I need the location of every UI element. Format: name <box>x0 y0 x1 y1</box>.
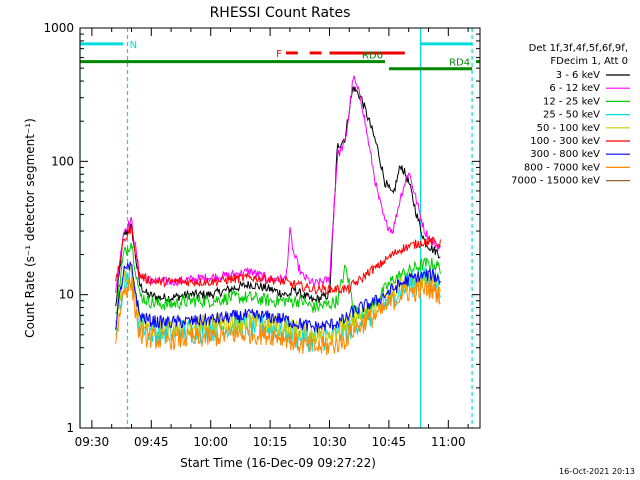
legend: Det 1f,3f,4f,5f,6f,9f, FDecim 1, Att 0 3 -… <box>511 43 630 187</box>
y-tick-label-3: 1000 <box>43 21 74 35</box>
legend-label-0: 3 - 6 keV <box>556 70 600 81</box>
x-tick-label-3: 10:15 <box>253 435 288 449</box>
series-line-1 <box>115 75 441 293</box>
legend-label-8: 7000 - 15000 keV <box>511 176 600 187</box>
series-line-5 <box>115 224 441 296</box>
x-tick-label-2: 10:00 <box>193 435 228 449</box>
legend-label-1: 6 - 12 keV <box>549 83 600 94</box>
legend-label-6: 300 - 800 keV <box>530 149 600 160</box>
legend-header-1: FDecim 1, Att 0 <box>550 56 628 67</box>
y-tick-label-1: 10 <box>59 288 74 302</box>
x-tick-label-1: 09:45 <box>134 435 169 449</box>
series-line-2 <box>115 242 441 322</box>
x-tick-label-5: 10:45 <box>372 435 407 449</box>
legend-label-4: 50 - 100 keV <box>537 123 601 134</box>
legend-label-3: 25 - 50 keV <box>543 110 600 121</box>
timestamp: 16-Oct-2021 20:13 <box>559 467 635 476</box>
y-tick-label-2: 100 <box>51 154 74 168</box>
legend-label-5: 100 - 300 keV <box>530 136 600 147</box>
series-line-0 <box>115 86 441 307</box>
y-ticks: 1 10 100 1000 <box>43 21 480 435</box>
y-axis-label: Count Rate (s⁻¹ detector segment⁻¹) <box>23 118 37 338</box>
annotation-label-0: N <box>130 40 137 51</box>
x-axis-label: Start Time (16-Dec-09 09:27:22) <box>180 456 376 470</box>
x-tick-label-6: 11:00 <box>431 435 466 449</box>
y-tick-label-0: 1 <box>66 421 74 435</box>
x-ticks: 09:30 09:45 10:00 10:15 10:30 10:45 11:00 <box>75 28 469 449</box>
series-line-7 <box>115 276 441 356</box>
chart-title: RHESSI Count Rates <box>210 5 351 21</box>
plot-annotations: N F RD0 RD4 <box>80 40 480 71</box>
legend-label-2: 12 - 25 keV <box>543 96 600 107</box>
legend-label-7: 800 - 7000 keV <box>524 162 600 173</box>
legend-header-0: Det 1f,3f,4f,5f,6f,9f, <box>529 43 628 54</box>
x-tick-label-4: 10:30 <box>312 435 347 449</box>
annotation-label-5: RD0 <box>362 51 383 62</box>
series-line-6 <box>115 261 441 334</box>
plot-series <box>115 75 441 356</box>
x-tick-label-0: 09:30 <box>75 435 110 449</box>
annotation-label-2: F <box>276 49 282 60</box>
plot-frame <box>79 27 481 429</box>
annotation-label-7: RD4 <box>449 58 470 69</box>
